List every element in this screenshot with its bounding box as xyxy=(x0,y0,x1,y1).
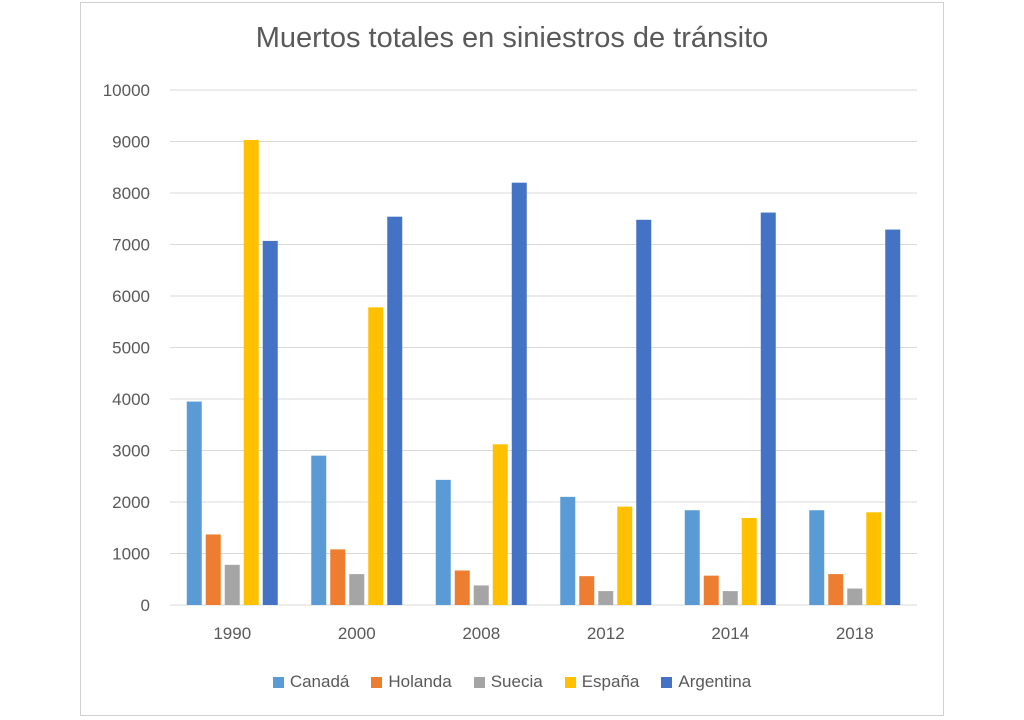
legend-label: Argentina xyxy=(678,672,752,691)
y-tick-label: 1000 xyxy=(112,545,150,564)
x-tick-label: 2012 xyxy=(587,624,625,643)
x-tick-label: 2008 xyxy=(462,624,500,643)
y-tick-label: 0 xyxy=(141,596,150,615)
bar-canad--2014 xyxy=(684,510,700,605)
bars xyxy=(186,139,901,605)
bar-espa-a-1990 xyxy=(243,139,259,605)
bar-holanda-2000 xyxy=(330,549,346,605)
legend-swatch xyxy=(564,676,576,688)
legend-label: España xyxy=(581,672,640,691)
legend-item: Argentina xyxy=(661,672,751,692)
y-tick-label: 3000 xyxy=(112,442,150,461)
bar-argentina-2014 xyxy=(760,212,776,605)
legend-label: Canadá xyxy=(289,672,350,691)
bar-canad--2012 xyxy=(560,496,576,605)
legend-swatch xyxy=(272,676,284,688)
legend-swatch xyxy=(473,676,485,688)
bar-suecia-2014 xyxy=(722,591,738,605)
bar-holanda-2012 xyxy=(579,576,595,605)
bar-holanda-2014 xyxy=(703,575,719,605)
bar-suecia-2018 xyxy=(847,588,863,605)
y-tick-label: 8000 xyxy=(112,184,150,203)
bar-argentina-2018 xyxy=(885,229,901,605)
bar-canad--2008 xyxy=(435,479,451,605)
chart-title: Muertos totales en siniestros de tránsit… xyxy=(255,22,769,54)
y-tick-label: 2000 xyxy=(112,493,150,512)
y-axis-ticks: 0 1000 2000 3000 4000 5000 6000 7000 8000 9000 100… xyxy=(103,81,150,615)
bar-argentina-2012 xyxy=(636,219,652,605)
legend-swatch xyxy=(371,676,383,688)
legend-label: Suecia xyxy=(490,672,543,691)
bar-espa-a-2008 xyxy=(492,444,508,605)
legend-item: Canadá xyxy=(272,672,350,692)
legend-label: Holanda xyxy=(388,672,452,691)
bar-suecia-1990 xyxy=(224,564,240,605)
x-tick-label: 1990 xyxy=(213,624,251,643)
legend-item: España xyxy=(564,672,640,692)
y-tick-label: 10000 xyxy=(103,81,150,100)
bar-holanda-2008 xyxy=(454,570,470,605)
y-tick-label: 4000 xyxy=(112,390,150,409)
bar-espa-a-2000 xyxy=(368,307,384,605)
y-tick-label: 9000 xyxy=(112,133,150,152)
bar-suecia-2012 xyxy=(598,591,614,605)
legend-swatch xyxy=(661,676,673,688)
bar-espa-a-2014 xyxy=(741,517,757,605)
bar-holanda-1990 xyxy=(205,534,221,605)
bar-canad--2018 xyxy=(809,510,825,605)
bar-holanda-2018 xyxy=(828,574,844,605)
bar-canad--1990 xyxy=(186,401,202,605)
bar-espa-a-2018 xyxy=(866,512,882,605)
legend-item: Suecia xyxy=(473,672,543,692)
y-tick-label: 5000 xyxy=(112,339,150,358)
bar-espa-a-2012 xyxy=(617,506,633,605)
bar-argentina-1990 xyxy=(262,240,278,605)
y-tick-label: 7000 xyxy=(112,236,150,255)
bar-canad--2000 xyxy=(311,455,327,605)
x-tick-label: 2000 xyxy=(338,624,376,643)
x-tick-label: 2018 xyxy=(836,624,874,643)
x-axis-ticks: 1990 2000 2008 2012 2014 2018 xyxy=(213,624,873,643)
legend-item: Holanda xyxy=(371,672,452,692)
bar-suecia-2000 xyxy=(349,574,365,605)
bar-argentina-2000 xyxy=(387,216,403,605)
gridlines xyxy=(170,89,917,606)
bar-suecia-2008 xyxy=(473,585,489,605)
legend: Canadá Holanda Suecia España Argentina xyxy=(0,672,1024,692)
x-tick-label: 2014 xyxy=(711,624,749,643)
y-tick-label: 6000 xyxy=(112,287,150,306)
bar-argentina-2008 xyxy=(511,182,527,605)
